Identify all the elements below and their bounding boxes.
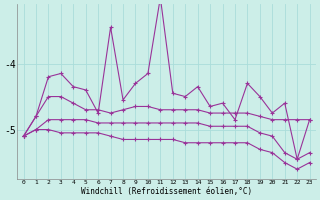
X-axis label: Windchill (Refroidissement éolien,°C): Windchill (Refroidissement éolien,°C)	[81, 187, 252, 196]
